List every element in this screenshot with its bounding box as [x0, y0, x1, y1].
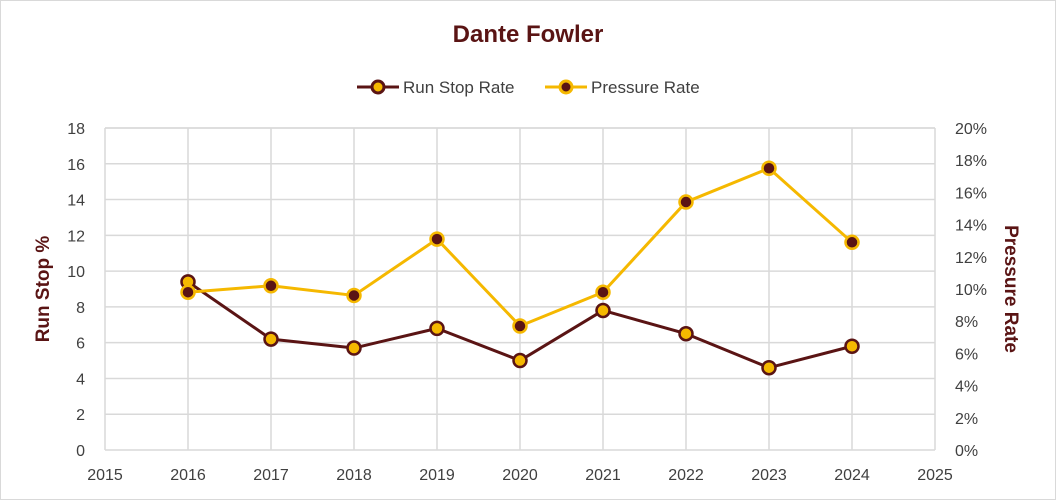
x-tick-label: 2017 — [253, 467, 289, 484]
x-tick-label: 2015 — [87, 467, 123, 484]
series-layer — [180, 160, 860, 376]
legend-label-pressure: Pressure Rate — [591, 78, 700, 97]
data-point — [844, 234, 860, 251]
x-tick-label: 2018 — [336, 467, 372, 484]
legend-label-run-stop: Run Stop Rate — [403, 78, 515, 97]
x-axis-ticks: 2015 2016 2017 2018 2019 2020 2021 2022 2023 2024… — [87, 467, 953, 484]
data-point — [346, 340, 362, 356]
data-point — [678, 194, 694, 210]
series-pressure-rate — [180, 160, 860, 334]
chart-title: Dante Fowler — [453, 21, 604, 48]
y-tick-label: 10 — [67, 264, 85, 281]
y-tick-label: 12 — [67, 228, 85, 245]
data-point — [844, 338, 860, 354]
x-tick-label: 2021 — [585, 467, 621, 484]
y-axis-ticks: 0 2 4 6 8 10 12 14 16 18 — [67, 121, 85, 460]
y2-tick-label: 0% — [955, 443, 978, 460]
gridlines — [104, 127, 936, 451]
y2-tick-label: 12% — [955, 250, 987, 267]
y-tick-label: 4 — [76, 371, 85, 388]
data-point — [429, 320, 445, 337]
data-point — [512, 352, 528, 369]
data-point — [761, 359, 777, 376]
y2-tick-label: 20% — [955, 121, 987, 138]
data-point — [595, 284, 611, 300]
x-tick-label: 2023 — [751, 467, 787, 484]
data-point — [263, 278, 279, 294]
y2-tick-label: 2% — [955, 411, 978, 428]
x-tick-label: 2016 — [170, 467, 206, 484]
y2-tick-label: 16% — [955, 185, 987, 202]
y-axis-title: Run Stop % — [33, 236, 54, 343]
data-point — [180, 284, 196, 300]
y2-tick-label: 18% — [955, 153, 987, 170]
data-point — [678, 325, 694, 342]
y2-axis-ticks: 0% 2% 4% 6% 8% 10% 12% 14% 16% 18% 20% — [955, 121, 987, 460]
legend-item-run-stop: Run Stop Rate — [357, 78, 515, 97]
y-tick-label: 14 — [67, 193, 85, 210]
series-run-stop-rate — [180, 274, 860, 376]
x-tick-label: 2025 — [917, 467, 953, 484]
y-tick-label: 8 — [76, 300, 85, 317]
x-tick-label: 2020 — [502, 467, 538, 484]
y2-tick-label: 14% — [955, 218, 987, 235]
y-tick-label: 2 — [76, 407, 85, 424]
y2-tick-label: 8% — [955, 314, 978, 331]
legend-item-pressure: Pressure Rate — [545, 78, 700, 97]
data-point — [346, 287, 362, 304]
x-tick-label: 2019 — [419, 467, 455, 484]
y2-tick-label: 6% — [955, 346, 978, 363]
y-tick-label: 18 — [67, 121, 85, 138]
y-tick-label: 16 — [67, 157, 85, 174]
legend: Run Stop Rate Pressure Rate — [357, 78, 700, 97]
y2-axis-title: Pressure Rate — [1000, 225, 1021, 353]
y-tick-label: 6 — [76, 336, 85, 353]
x-tick-label: 2022 — [668, 467, 704, 484]
y2-tick-label: 4% — [955, 379, 978, 396]
y2-tick-label: 10% — [955, 282, 987, 299]
data-point — [512, 318, 528, 334]
data-point — [595, 302, 611, 319]
x-tick-label: 2024 — [834, 467, 870, 484]
y-tick-label: 0 — [76, 443, 85, 460]
data-point — [429, 231, 445, 247]
data-point — [761, 160, 777, 176]
data-point — [263, 331, 279, 347]
